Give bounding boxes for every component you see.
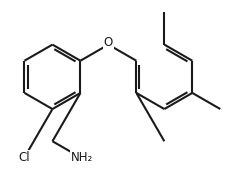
Text: NH₂: NH₂ — [71, 151, 93, 164]
Text: O: O — [104, 35, 113, 49]
Text: Cl: Cl — [19, 151, 30, 164]
